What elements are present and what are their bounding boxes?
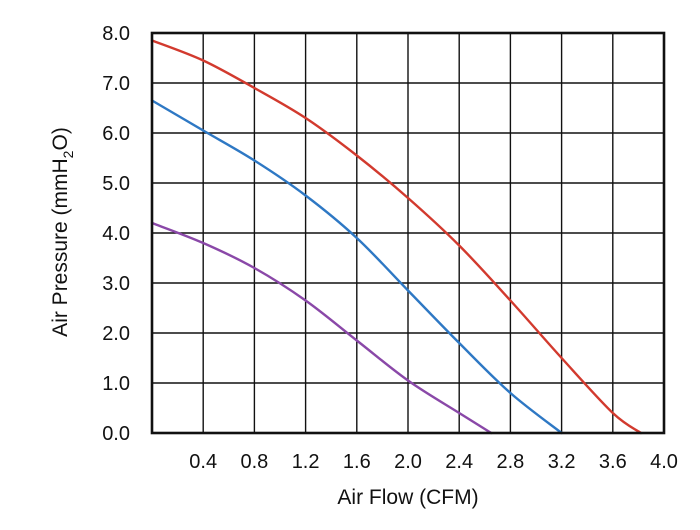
x-axis-label: Air Flow (CFM) — [337, 486, 478, 509]
y-tick-label: 7.0 — [102, 73, 130, 95]
x-tick-label: 1.2 — [292, 451, 320, 473]
x-tick-label: 1.6 — [343, 451, 371, 473]
x-tick-label: 2.0 — [394, 451, 422, 473]
y-tick-label: 6.0 — [102, 123, 130, 145]
x-tick-label: 4.0 — [650, 451, 678, 473]
x-tick-label: 2.8 — [496, 451, 524, 473]
y-axis-label: Air Pressure (mmH2O) — [49, 127, 76, 337]
x-tick-label: 3.6 — [599, 451, 627, 473]
y-tick-label: 1.0 — [102, 373, 130, 395]
x-tick-label: 2.4 — [445, 451, 473, 473]
x-tick-label: 0.4 — [189, 451, 217, 473]
y-tick-label: 8.0 — [102, 23, 130, 45]
grid — [152, 32, 665, 434]
blue-curve — [150, 99, 563, 435]
x-tick-labels: 0.4 0.8 1.2 1.6 2.0 2.4 2.8 3.2 3.6 4.0 — [189, 451, 678, 473]
y-tick-label: 3.0 — [102, 273, 130, 295]
y-tick-label: 0.0 — [102, 423, 130, 445]
x-tick-label: 3.2 — [548, 451, 576, 473]
y-tick-label: 4.0 — [102, 223, 130, 245]
y-tick-label: 2.0 — [102, 323, 130, 345]
y-tick-labels: 0.0 1.0 2.0 3.0 4.0 5.0 6.0 7.0 8.0 — [102, 23, 130, 445]
curves — [150, 39, 643, 435]
purple-curve — [150, 221, 493, 435]
y-tick-label: 5.0 — [102, 173, 130, 195]
x-tick-label: 0.8 — [240, 451, 268, 473]
plot-frame — [150, 31, 666, 435]
red-curve — [150, 39, 643, 435]
